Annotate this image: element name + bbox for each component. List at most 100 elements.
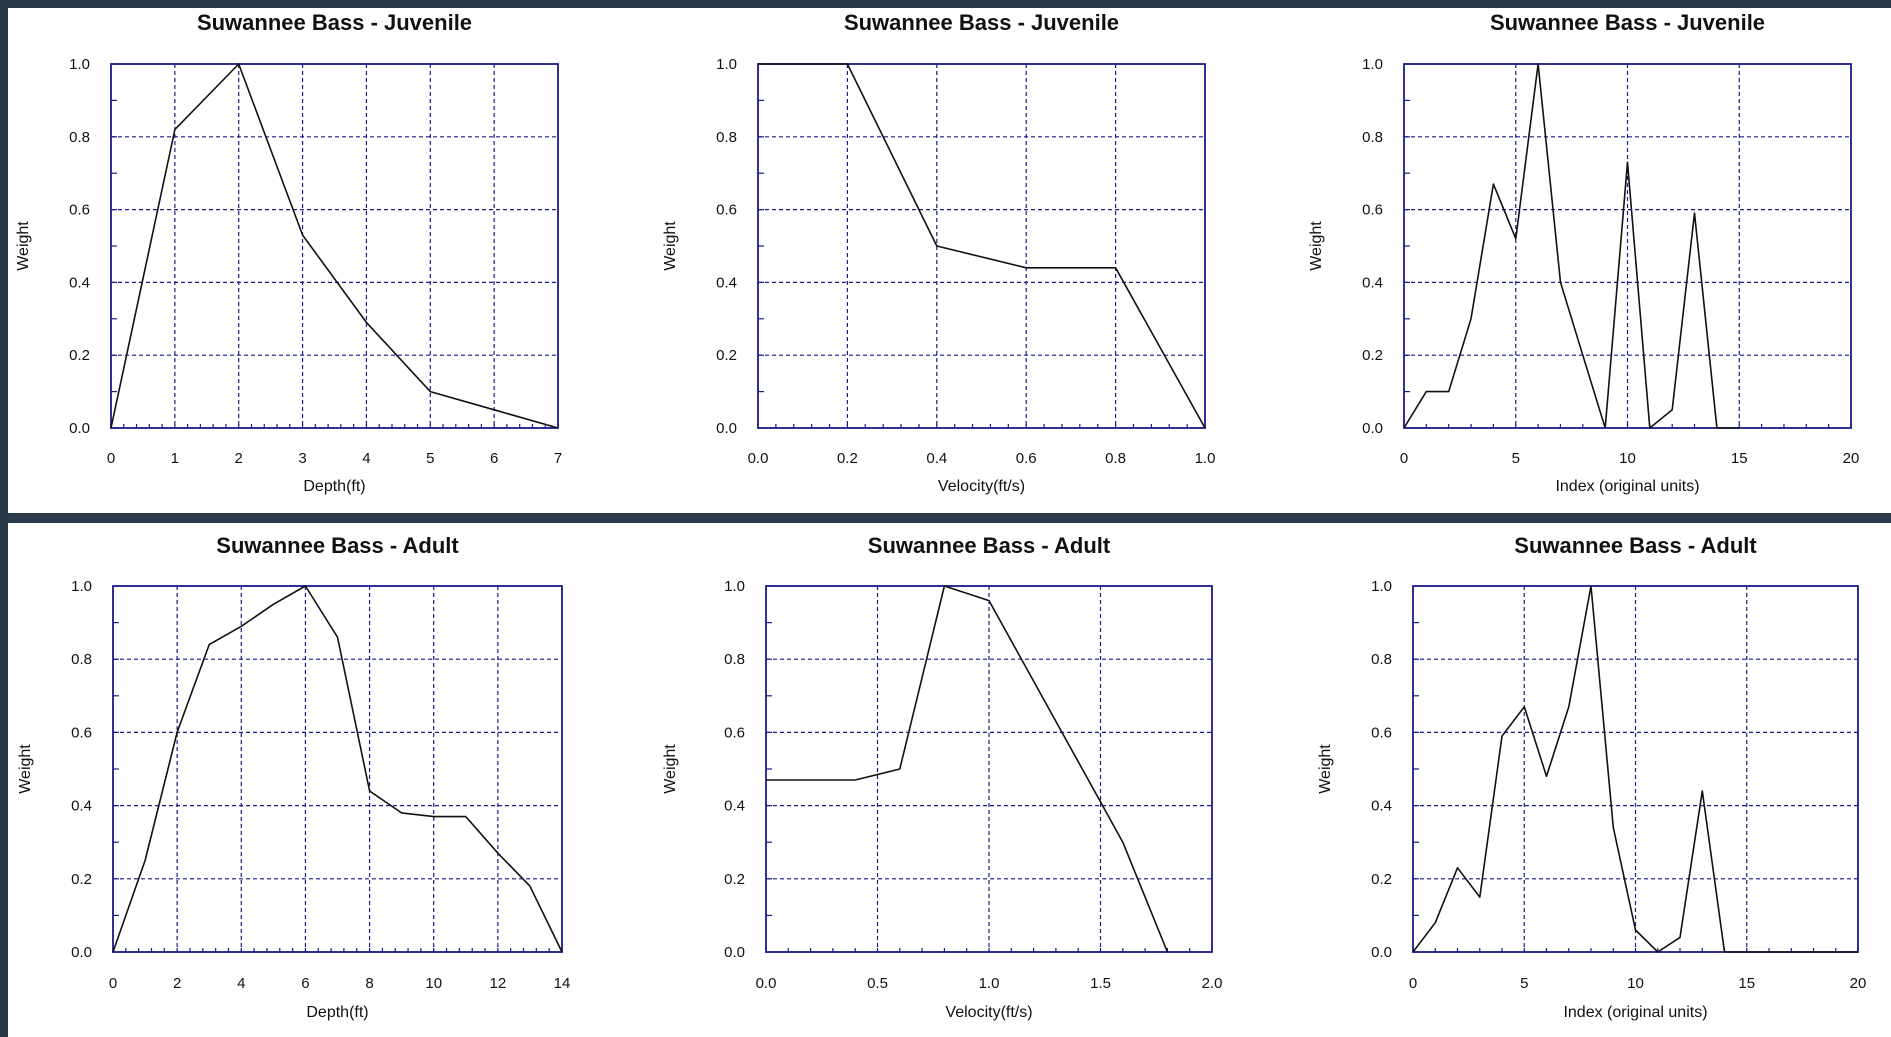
- plot-frame: [112, 585, 563, 953]
- y-tick-label: 1.0: [1362, 56, 1383, 73]
- x-tick-label: 0: [1409, 975, 1417, 992]
- x-tick-label: 0: [109, 975, 117, 992]
- x-tick-label: 10: [1627, 975, 1644, 992]
- y-tick-label: 0.8: [1362, 129, 1383, 146]
- y-axis-label: Weight: [1308, 221, 1325, 271]
- x-tick-label: 5: [1520, 975, 1528, 992]
- y-tick-label: 1.0: [716, 56, 737, 73]
- y-tick-label: 0.4: [1371, 798, 1392, 815]
- series-line: [1412, 585, 1858, 953]
- x-tick-label: 0.2: [837, 450, 858, 467]
- series-line: [766, 585, 1169, 953]
- x-tick-label: 0: [107, 450, 115, 467]
- y-tick-label: 0.2: [724, 871, 745, 888]
- x-tick-label: 0.4: [926, 450, 947, 467]
- chart-5: Suwannee Bass - Adult 0.0 0.5 1.0 1.5 2.0 0.0 0…: [662, 533, 1222, 1021]
- y-tick-label: 0.4: [724, 798, 745, 815]
- x-tick-label: 12: [490, 975, 507, 992]
- x-tick-label: 10: [1619, 450, 1636, 467]
- y-tick-label: 1.0: [69, 56, 90, 73]
- x-tick-label: 1: [171, 450, 179, 467]
- x-axis-label: Velocity(ft/s): [938, 478, 1025, 495]
- chart-title: Suwannee Bass - Adult: [216, 533, 459, 558]
- chart-2: Suwannee Bass - Juvenile 0.0 0.2 0.4 0.6 0.8 1…: [662, 10, 1215, 495]
- chart-title: Suwannee Bass - Juvenile: [844, 10, 1119, 35]
- plot-frame: [110, 63, 559, 429]
- y-tick-label: 0.8: [716, 129, 737, 146]
- x-tick-label: 8: [365, 975, 373, 992]
- plot-frame: [757, 63, 1206, 429]
- x-tick-label: 3: [298, 450, 306, 467]
- plot-frame: [1403, 63, 1852, 429]
- y-tick-label: 0.6: [1362, 202, 1383, 219]
- x-tick-label: 15: [1731, 450, 1748, 467]
- x-tick-label: 20: [1850, 975, 1867, 992]
- y-tick-label: 0.4: [716, 274, 737, 291]
- y-tick-label: 0.6: [716, 202, 737, 219]
- y-tick-label: 0.2: [71, 871, 92, 888]
- x-tick-label: 20: [1843, 450, 1860, 467]
- x-tick-label: 15: [1738, 975, 1755, 992]
- x-tick-label: 1.5: [1090, 975, 1111, 992]
- y-tick-label: 0.6: [1371, 724, 1392, 741]
- x-axis-label: Depth(ft): [306, 1004, 368, 1021]
- y-tick-label: 0.0: [1371, 944, 1392, 961]
- y-tick-label: 0.0: [71, 944, 92, 961]
- series-line: [1403, 63, 1740, 429]
- plot-area: [113, 586, 562, 952]
- x-axis-label: Index (original units): [1563, 1004, 1707, 1021]
- y-tick-label: 0.8: [69, 129, 90, 146]
- y-tick-label: 0.4: [1362, 274, 1383, 291]
- y-tick-label: 0.0: [716, 420, 737, 437]
- y-tick-label: 0.2: [1371, 871, 1392, 888]
- y-tick-label: 0.2: [69, 347, 90, 364]
- x-tick-label: 0.0: [756, 975, 777, 992]
- y-axis-label: Weight: [662, 221, 679, 271]
- x-tick-label: 4: [237, 975, 245, 992]
- x-tick-label: 2.0: [1202, 975, 1223, 992]
- chart-3: Suwannee Bass - Juvenile 0 5 10 15 20 0.0 0.2 0.…: [1308, 10, 1859, 495]
- x-axis-label: Depth(ft): [303, 478, 365, 495]
- x-tick-label: 5: [426, 450, 434, 467]
- plot-frame: [1412, 585, 1859, 953]
- y-tick-label: 1.0: [71, 578, 92, 595]
- chart-4: Suwannee Bass - Adult 0 2 4 6 8 10 12 14 0.0 0.2 0.…: [17, 533, 570, 1021]
- y-tick-label: 1.0: [1371, 578, 1392, 595]
- y-tick-label: 0.8: [724, 651, 745, 668]
- plot-frame: [765, 585, 1213, 953]
- chart-1: Suwannee Bass - Juvenile 0 1 2 3 4 5 6 7 0.0 0.2 0.…: [15, 10, 562, 495]
- y-axis-label: Weight: [17, 744, 34, 794]
- x-tick-label: 0.8: [1105, 450, 1126, 467]
- y-axis-label: Weight: [662, 744, 679, 794]
- y-tick-label: 0.0: [1362, 420, 1383, 437]
- x-tick-label: 1.0: [979, 975, 1000, 992]
- x-tick-label: 10: [425, 975, 442, 992]
- x-tick-label: 0: [1400, 450, 1408, 467]
- plot-area: [758, 64, 1205, 428]
- y-tick-label: 0.2: [1362, 347, 1383, 364]
- x-tick-label: 7: [554, 450, 562, 467]
- x-tick-label: 14: [554, 975, 571, 992]
- y-tick-label: 0.8: [71, 651, 92, 668]
- series-line: [112, 585, 563, 953]
- x-tick-label: 6: [301, 975, 309, 992]
- y-tick-label: 0.6: [724, 724, 745, 741]
- x-tick-label: 4: [362, 450, 370, 467]
- chart-6: Suwannee Bass - Adult 0 5 10 15 20 0.0 0.2 0.4 0.…: [1317, 533, 1866, 1021]
- y-tick-label: 0.8: [1371, 651, 1392, 668]
- chart-title: Suwannee Bass - Adult: [868, 533, 1111, 558]
- series-line: [758, 63, 1206, 429]
- chart-title: Suwannee Bass - Juvenile: [1490, 10, 1765, 35]
- x-tick-label: 0.5: [867, 975, 888, 992]
- x-tick-label: 2: [235, 450, 243, 467]
- y-tick-label: 0.4: [71, 798, 92, 815]
- x-tick-label: 1.0: [1195, 450, 1216, 467]
- y-axis-label: Weight: [1317, 744, 1334, 794]
- series-line: [110, 63, 559, 429]
- x-axis-label: Index (original units): [1555, 478, 1699, 495]
- x-tick-label: 6: [490, 450, 498, 467]
- y-tick-label: 0.6: [71, 724, 92, 741]
- y-tick-label: 0.6: [69, 202, 90, 219]
- y-tick-label: 0.0: [69, 420, 90, 437]
